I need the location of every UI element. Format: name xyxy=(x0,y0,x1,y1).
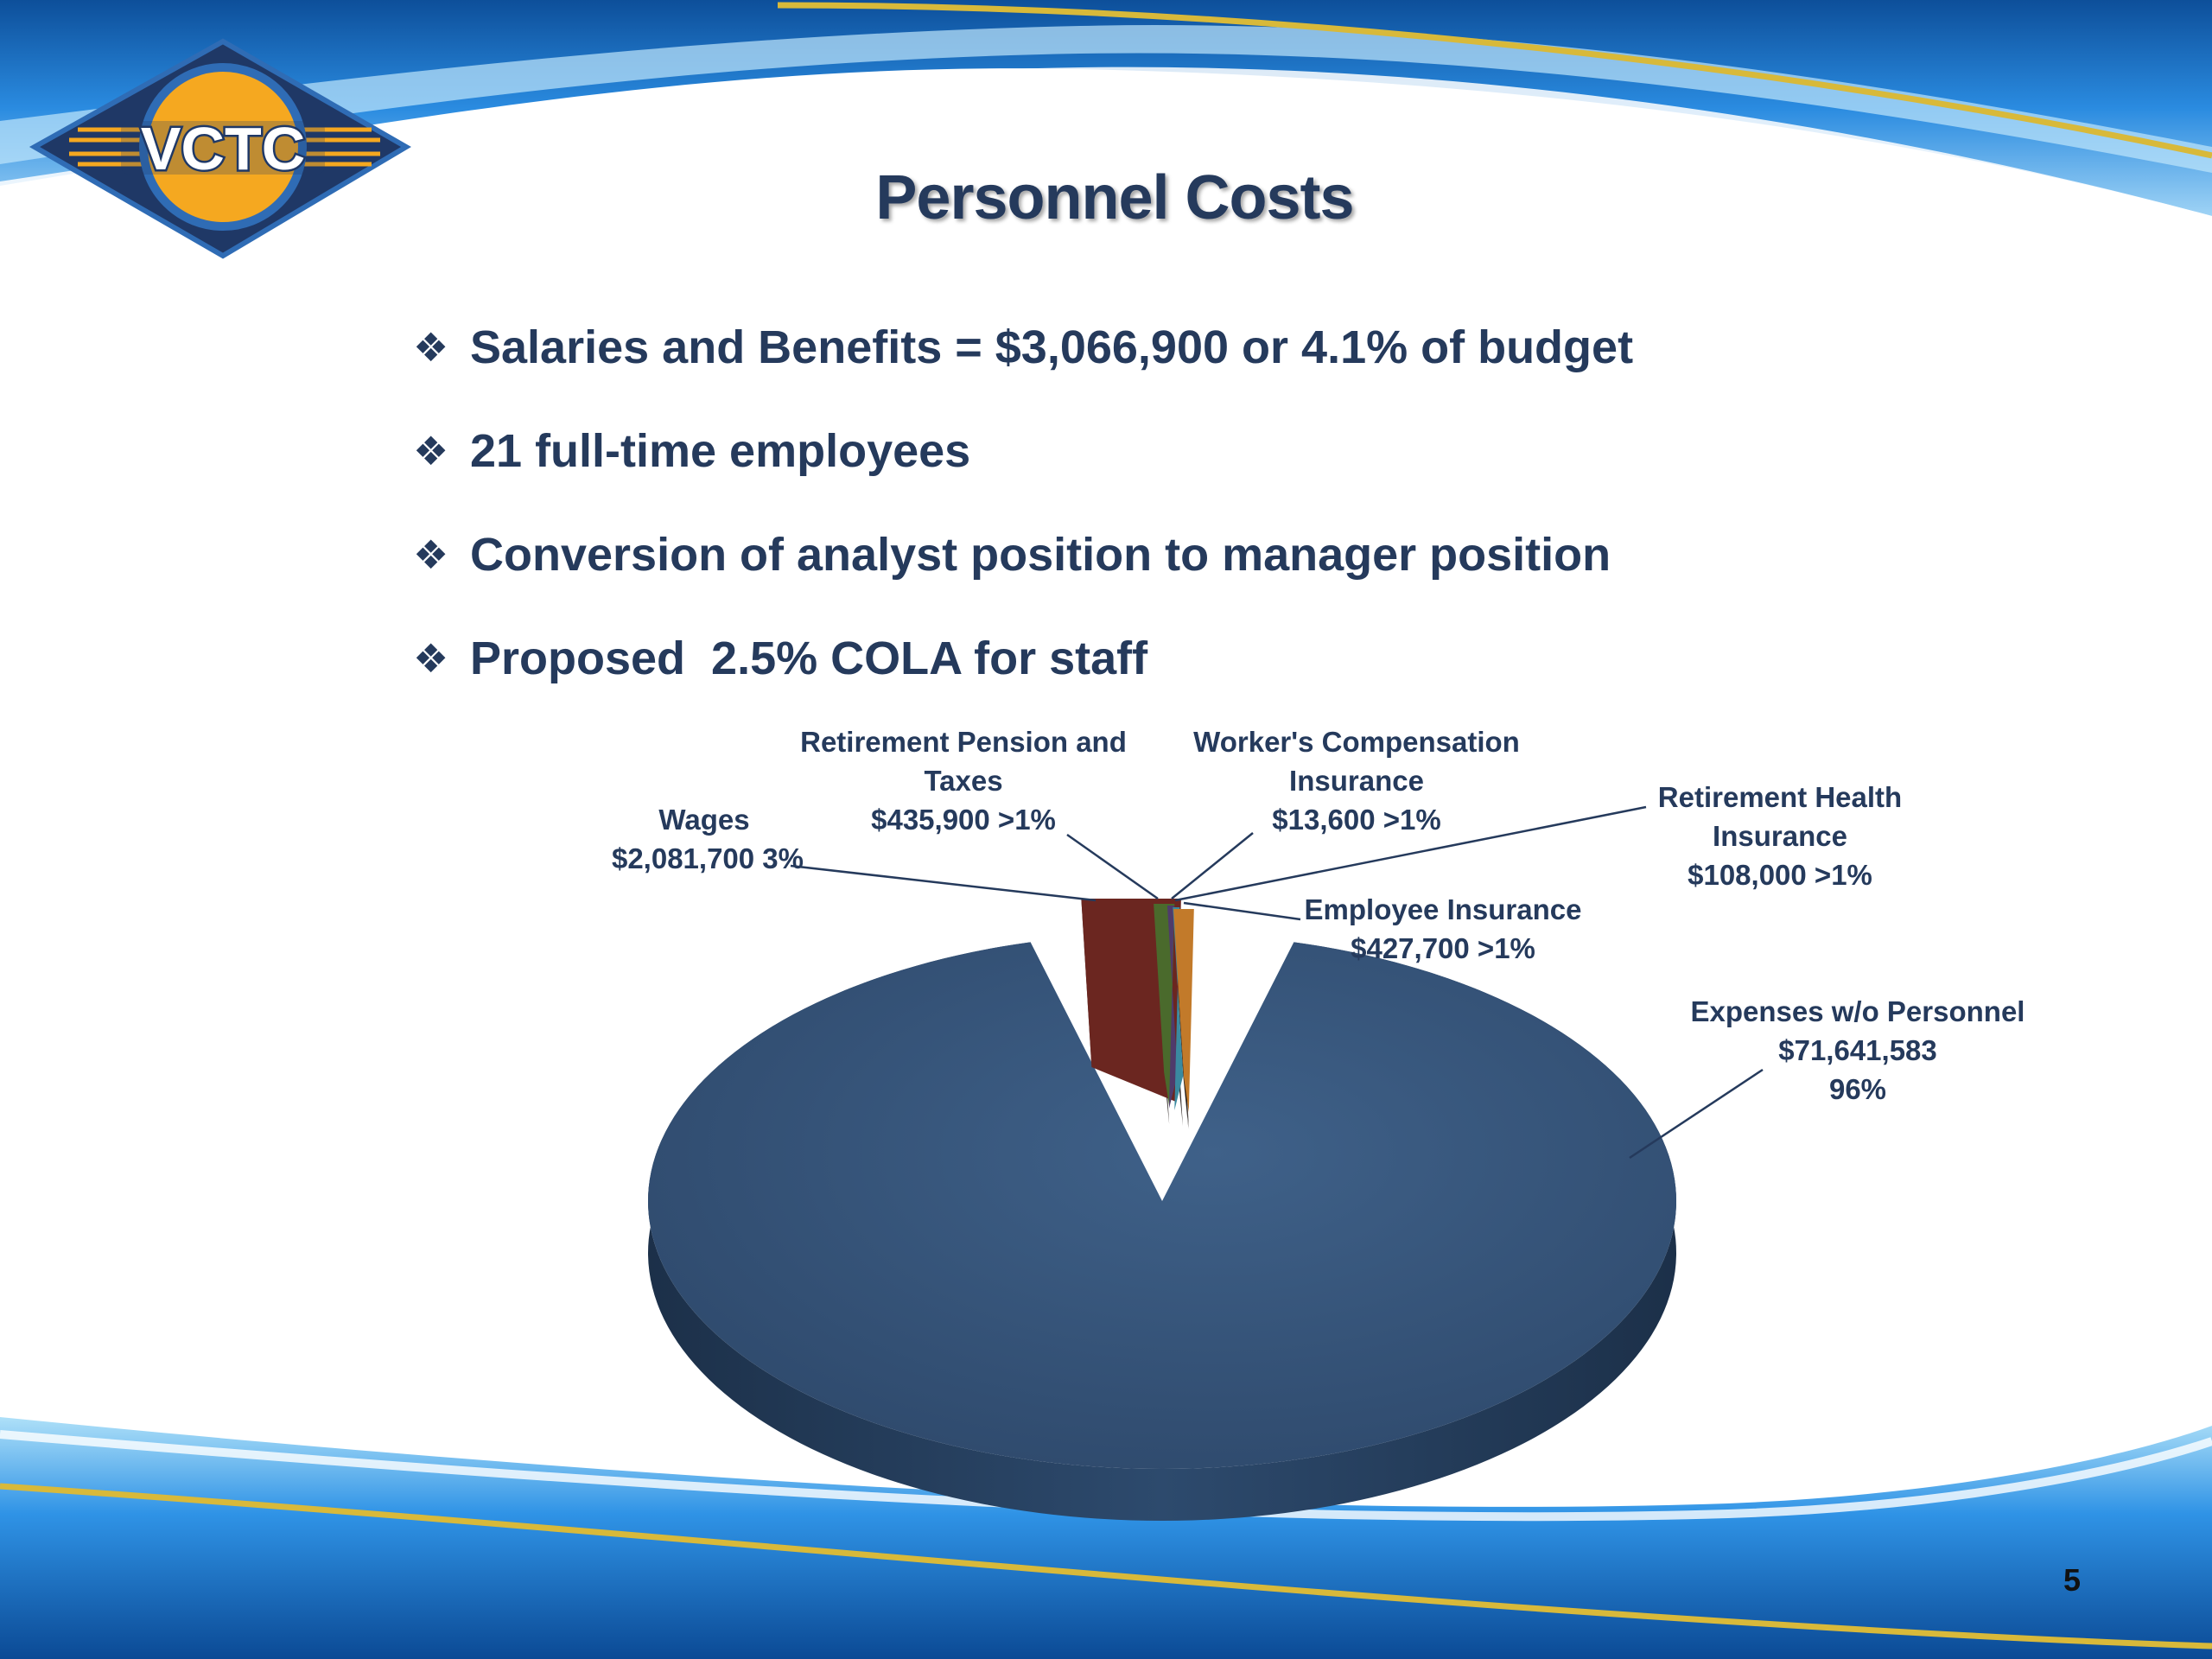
pie-slice-employee-insurance xyxy=(1173,909,1194,1112)
pie-slice-wages xyxy=(1081,899,1181,1102)
data-label-employee-insurance: Employee Insurance $427,700 >1% xyxy=(1304,893,1582,964)
data-label-wages: Wages $2,081,700 3% xyxy=(611,804,804,874)
page-title: Personnel Costs xyxy=(875,163,1354,232)
page-number: 5 xyxy=(2063,1562,2082,1598)
bottom-wave xyxy=(0,1417,2212,1659)
data-label-retirement-health: Retirement Health Insurance $108,000 >1% xyxy=(1657,781,1903,891)
bullet-list: ❖ Salaries and Benefits = $3,066,900 or 4… xyxy=(413,296,1633,710)
data-label-expenses: Expenses w/o Personnel $71,641,583 96% xyxy=(1690,995,2025,1105)
diamond-bullet-icon: ❖ xyxy=(413,325,449,370)
diamond-bullet-icon: ❖ xyxy=(413,532,449,577)
leader-line-retirement-pension-and-taxes xyxy=(1066,833,1159,900)
data-label-workers-comp: Worker's Compensation Insurance $13,600 >1… xyxy=(1193,726,1520,836)
diamond-bullet-icon: ❖ xyxy=(413,429,449,474)
pie-slice-expenses-w-o-personnel xyxy=(647,942,1677,1469)
pie-leader-lines xyxy=(790,805,1764,1160)
leader-line-employee-insurance xyxy=(1183,901,1301,921)
pie-top-layer xyxy=(647,899,1677,1469)
top-wave xyxy=(0,0,2212,234)
bullet-item: ❖ Proposed 2.5% COLA for staff xyxy=(413,632,1148,684)
diamond-bullet-icon: ❖ xyxy=(413,636,449,681)
leader-line-wages xyxy=(790,864,1096,902)
leader-line-retirement-health-insurance xyxy=(1174,805,1647,902)
pie-slice-worker-s-compensation-insurance xyxy=(1166,906,1178,1109)
pie-slice-retirement-pension-and-taxes xyxy=(1154,904,1175,1107)
bullet-item: ❖ Salaries and Benefits = $3,066,900 or 4… xyxy=(413,321,1634,373)
leader-line-worker-s-compensation-insurance xyxy=(1171,832,1254,899)
bullet-item: ❖ 21 full-time employees xyxy=(413,425,971,477)
leader-line-expenses-w-o-personnel xyxy=(1629,1068,1764,1160)
bullet-item: ❖ Conversion of analyst position to manag… xyxy=(413,529,1611,581)
logo-text: VCTC xyxy=(141,115,306,182)
pie-slice-retirement-health-insurance xyxy=(1173,907,1184,1110)
data-label-retirement-pension: Retirement Pension and Taxes $435,900 >1% xyxy=(800,726,1127,836)
vctc-logo: VCTC xyxy=(29,38,411,259)
